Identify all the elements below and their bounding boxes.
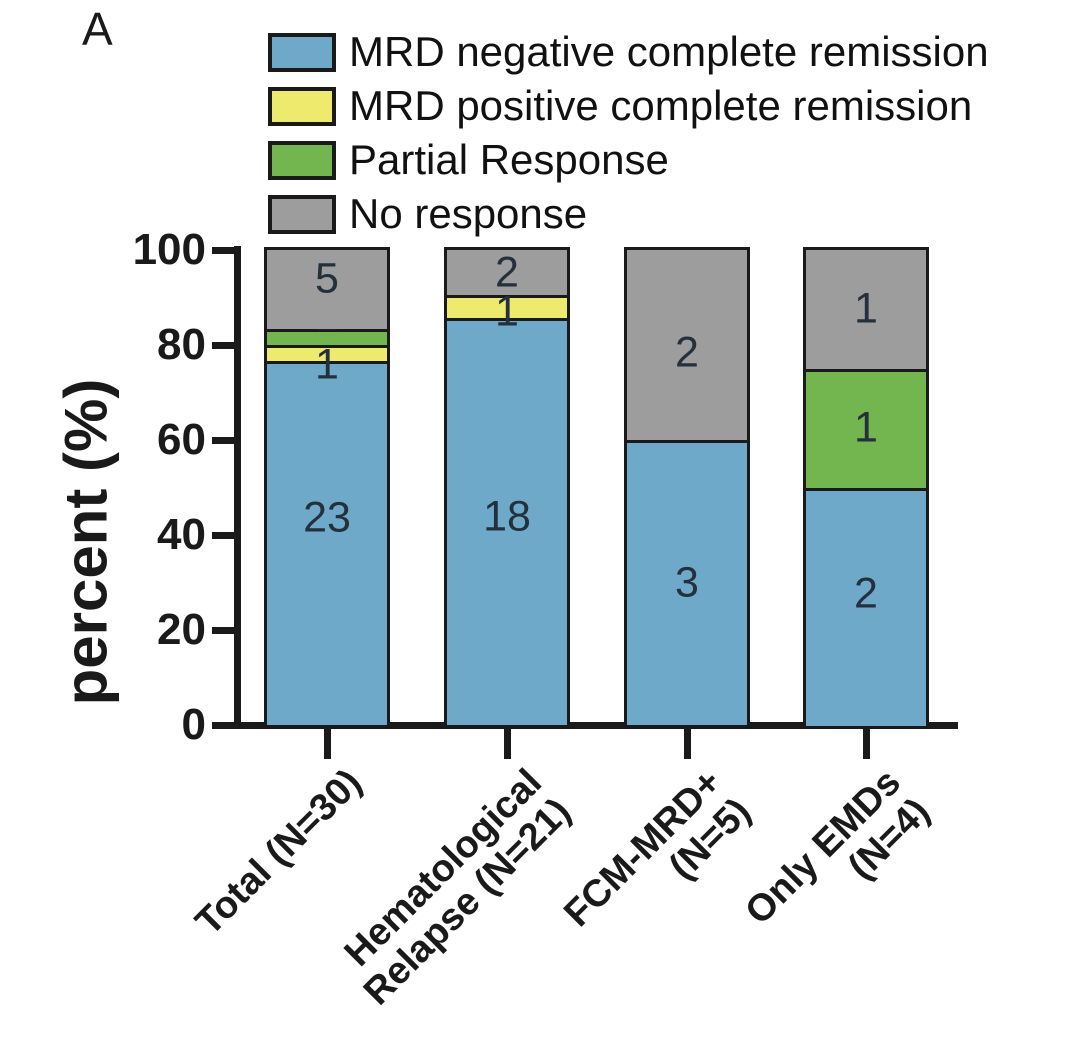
segment-value-label: 2: [675, 328, 699, 377]
panel-label: A: [82, 3, 113, 55]
segment-value-label: 1: [854, 284, 878, 333]
x-tick: [684, 729, 691, 759]
bar-segment: [264, 345, 390, 361]
legend-label: Partial Response: [349, 136, 669, 183]
x-tick: [324, 729, 331, 759]
segment-value-label: 18: [483, 492, 531, 541]
legend-row: MRD negative complete remission: [268, 30, 989, 74]
x-tick: [504, 729, 511, 759]
bar-segment: [803, 488, 929, 729]
legend-swatch: [268, 140, 336, 180]
bar-segment: [264, 361, 390, 728]
bar-segment: [444, 247, 570, 295]
legend: MRD negative complete remission MRD posit…: [268, 30, 989, 236]
legend-label: MRD positive complete remission: [349, 82, 973, 129]
x-axis-line: [212, 722, 958, 729]
y-tick-label: 80: [157, 320, 206, 369]
bar-segment: [264, 247, 390, 329]
y-tick: [212, 247, 234, 254]
segment-value-label: 1: [495, 287, 519, 336]
legend-label: MRD negative complete remission: [349, 28, 989, 75]
bar-segment: [624, 247, 750, 440]
segment-value-label: 2: [495, 248, 519, 297]
y-tick: [212, 342, 234, 349]
y-tick: [212, 532, 234, 539]
y-tick: [212, 722, 234, 729]
segment-value-label: 3: [675, 558, 699, 607]
segment-value-label: 1: [315, 340, 339, 389]
legend-row: No response: [268, 192, 989, 236]
segment-value-label: 5: [315, 254, 339, 303]
segment-value-label: 1: [854, 403, 878, 452]
legend-label: No response: [349, 190, 588, 237]
y-tick: [212, 437, 234, 444]
y-axis-line: [234, 246, 241, 728]
segment-value-label: 23: [303, 493, 351, 542]
y-tick-label: 20: [157, 605, 206, 654]
legend-swatch: [268, 194, 336, 234]
legend-row: Partial Response: [268, 138, 989, 182]
bar-segment: [444, 318, 570, 728]
x-tick: [863, 729, 870, 759]
bar-segment: [803, 369, 929, 488]
legend-swatch: [268, 86, 336, 126]
bar-segment: [264, 329, 390, 345]
segment-value-label: 2: [854, 569, 878, 618]
y-tick-label: 100: [132, 225, 206, 274]
y-tick-label: 60: [157, 415, 206, 464]
bar-segment: [444, 295, 570, 318]
y-tick-label: 40: [157, 510, 206, 559]
legend-swatch: [268, 32, 336, 72]
bar-segment: [624, 440, 750, 728]
bar-segment: [803, 247, 929, 369]
y-tick: [212, 627, 234, 634]
legend-row: MRD positive complete remission: [268, 84, 989, 128]
y-tick-label: 0: [181, 700, 206, 749]
